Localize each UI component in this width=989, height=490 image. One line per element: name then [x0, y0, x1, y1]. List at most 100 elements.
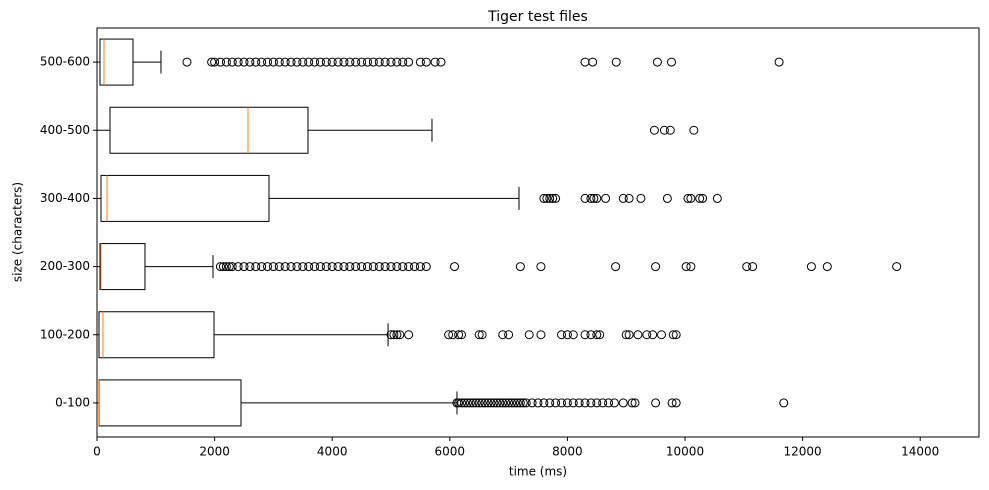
- flier: [586, 330, 596, 340]
- flier: [333, 57, 343, 67]
- box: [100, 174, 270, 222]
- flier: [651, 398, 661, 408]
- flier: [545, 193, 555, 203]
- flier: [398, 57, 408, 67]
- plot-frame: [96, 27, 980, 438]
- flier: [233, 57, 243, 67]
- flier: [430, 57, 440, 67]
- flier: [592, 193, 602, 203]
- flier: [448, 330, 458, 340]
- flier: [539, 193, 549, 203]
- flier: [274, 262, 284, 272]
- flier: [292, 57, 302, 67]
- flier: [822, 262, 832, 272]
- flier: [624, 193, 634, 203]
- flier: [536, 262, 546, 272]
- flier: [315, 262, 325, 272]
- flier: [251, 262, 261, 272]
- y-tick-label: 100-200: [40, 327, 90, 341]
- flier: [779, 398, 789, 408]
- flier: [462, 398, 472, 408]
- flier: [748, 262, 758, 272]
- flier: [182, 57, 192, 67]
- flier: [362, 57, 372, 67]
- flier: [351, 262, 361, 272]
- flier: [671, 330, 681, 340]
- flier: [624, 330, 634, 340]
- flier: [421, 262, 431, 272]
- flier: [712, 193, 722, 203]
- flier: [618, 398, 628, 408]
- flier: [298, 262, 308, 272]
- x-tick-label: 6000: [435, 445, 466, 459]
- flier: [392, 262, 402, 272]
- flier: [310, 57, 320, 67]
- flier: [368, 262, 378, 272]
- flier: [601, 193, 611, 203]
- flier: [480, 398, 490, 408]
- flier: [286, 57, 296, 67]
- flier: [380, 57, 390, 67]
- flier: [357, 262, 367, 272]
- flier: [450, 262, 460, 272]
- flier: [580, 193, 590, 203]
- flier: [474, 398, 484, 408]
- flier: [321, 57, 331, 67]
- flier: [310, 262, 320, 272]
- flier: [667, 398, 677, 408]
- flier: [539, 398, 549, 408]
- flier: [501, 398, 511, 408]
- flier: [568, 330, 578, 340]
- flier: [806, 262, 816, 272]
- flier: [492, 398, 502, 408]
- flier: [533, 398, 543, 408]
- flier: [436, 57, 446, 67]
- box: [109, 106, 309, 154]
- flier: [548, 193, 558, 203]
- flier: [386, 262, 396, 272]
- flier: [666, 57, 676, 67]
- flier: [292, 262, 302, 272]
- flier: [574, 398, 584, 408]
- flier: [392, 57, 402, 67]
- flier: [586, 193, 596, 203]
- flier: [588, 57, 598, 67]
- flier: [457, 398, 467, 408]
- flier: [444, 330, 454, 340]
- flier: [339, 57, 349, 67]
- flier: [651, 262, 661, 272]
- flier: [498, 330, 508, 340]
- flier: [268, 262, 278, 272]
- flier: [518, 398, 528, 408]
- flier: [665, 125, 675, 135]
- flier: [551, 398, 561, 408]
- flier: [460, 398, 469, 408]
- flier: [221, 262, 231, 272]
- flier: [345, 262, 355, 272]
- flier: [486, 398, 496, 408]
- flier: [239, 262, 249, 272]
- flier: [662, 193, 672, 203]
- flier: [477, 330, 487, 340]
- flier: [689, 125, 699, 135]
- flier: [698, 193, 708, 203]
- flier: [215, 262, 225, 272]
- flier: [257, 57, 267, 67]
- flier: [374, 262, 384, 272]
- flier: [618, 193, 628, 203]
- flier: [671, 398, 681, 408]
- flier: [454, 398, 464, 408]
- flier: [498, 398, 508, 408]
- flier: [545, 398, 555, 408]
- flier: [512, 398, 522, 408]
- y-axis-label: size (characters): [11, 182, 25, 282]
- flier: [515, 398, 525, 408]
- flier: [598, 398, 608, 408]
- flier: [304, 262, 314, 272]
- flier: [218, 262, 228, 272]
- flier: [215, 57, 225, 67]
- flier: [454, 330, 464, 340]
- flier: [686, 193, 696, 203]
- flier: [595, 330, 605, 340]
- flier: [621, 330, 631, 340]
